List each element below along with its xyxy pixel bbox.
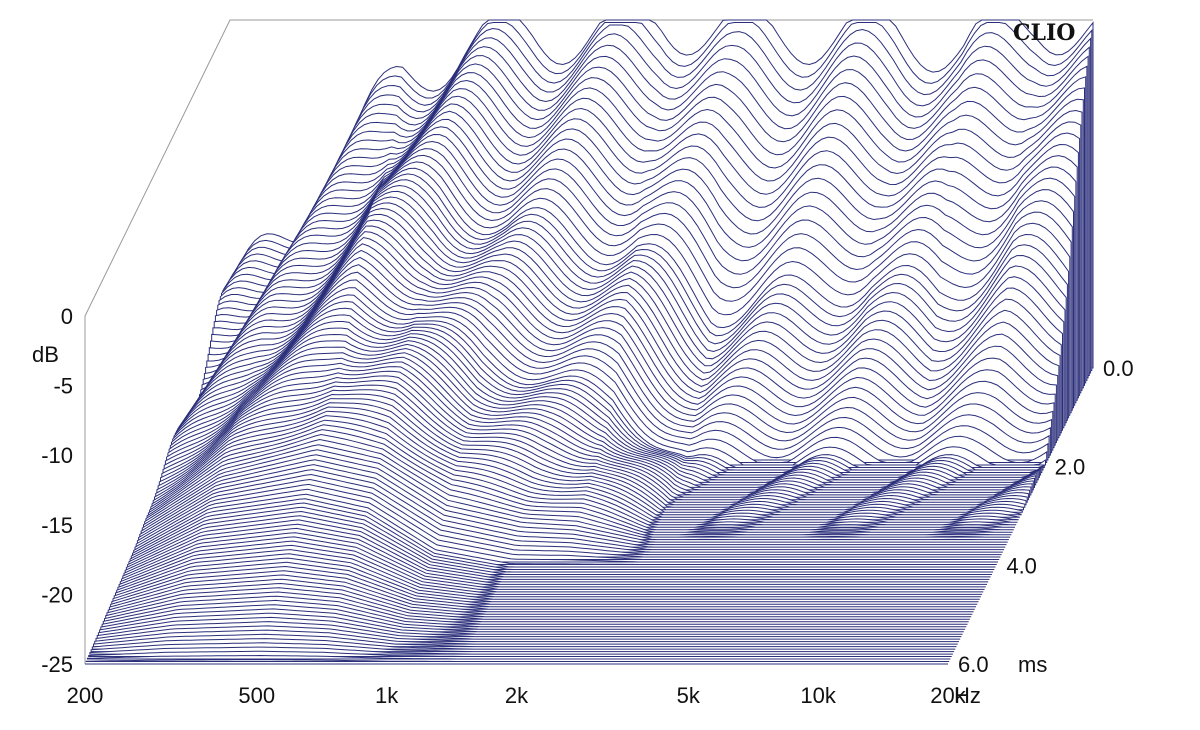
frame-edge — [84, 19, 1093, 664]
axis-ticks: 0 -5 -10 -15 -20 -25 200 500 1k 2k 5k 10k 20k 0.0 2.0 4… — [41, 304, 1133, 708]
x-tick-label: 20k — [930, 683, 966, 708]
decay-slice — [85, 659, 950, 662]
x-tick-label: 5k — [677, 683, 701, 708]
y-tick-label: 0.0 — [1103, 356, 1134, 381]
x-axis-unit: Hz — [954, 683, 981, 708]
x-tick-label: 2k — [505, 683, 529, 708]
x-tick-label: 10k — [800, 683, 836, 708]
z-axis-label: dB — [32, 342, 59, 367]
z-tick-label: 0 — [61, 304, 73, 329]
y-tick-label: 2.0 — [1055, 455, 1086, 480]
y-tick-label: 6.0 — [958, 652, 989, 677]
decay-slices — [85, 19, 1094, 665]
z-tick-label: -15 — [41, 513, 73, 538]
z-tick-label: -20 — [41, 582, 73, 607]
z-tick-label: -25 — [41, 652, 73, 677]
clio-watermark: CLIO — [1013, 20, 1075, 46]
x-tick-label: 200 — [67, 683, 104, 708]
x-tick-label: 500 — [238, 683, 275, 708]
y-axis-unit: ms — [1018, 652, 1047, 677]
y-tick-label: 4.0 — [1006, 553, 1037, 578]
decay-slice — [88, 650, 952, 657]
decay-slice — [86, 654, 951, 660]
z-tick-label: -10 — [41, 443, 73, 468]
z-tick-label: -5 — [53, 374, 73, 399]
x-tick-label: 1k — [375, 683, 399, 708]
